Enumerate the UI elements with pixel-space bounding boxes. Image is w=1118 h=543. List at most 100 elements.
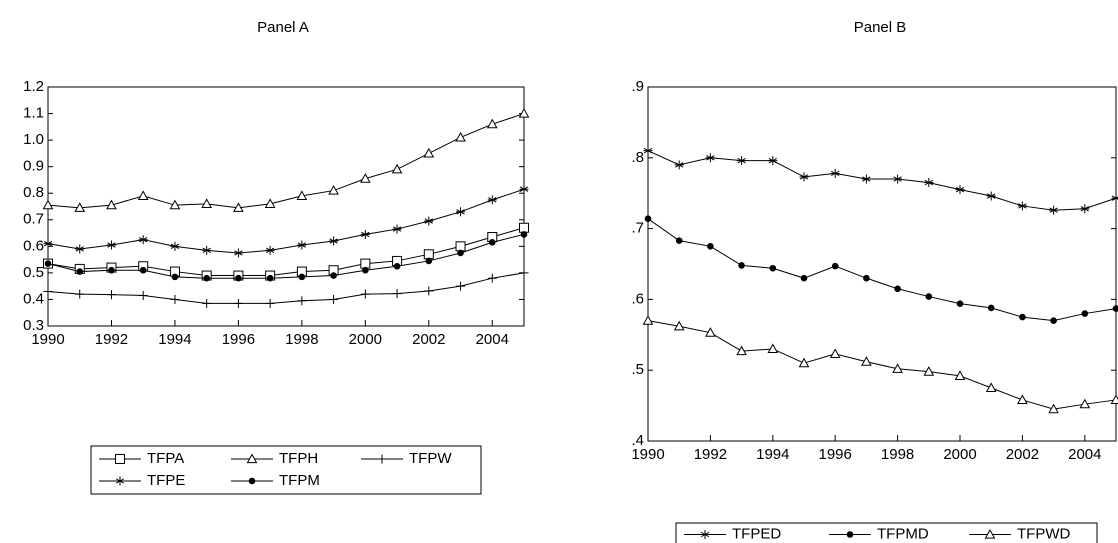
marker-shape (248, 477, 256, 485)
marker-shape (1081, 310, 1089, 317)
x-tick-label: 1992 (694, 446, 727, 463)
data-point (800, 274, 808, 282)
data-point (106, 240, 116, 250)
legend-label: TFPA (147, 450, 184, 467)
legend-marker (115, 476, 125, 486)
data-point (424, 216, 434, 226)
marker-shape (1110, 394, 1118, 405)
marker-shape (519, 222, 529, 233)
legend-marker (984, 528, 996, 539)
y-tick-label: .6 (631, 290, 644, 307)
legend-marker (115, 454, 125, 464)
marker-shape (139, 266, 147, 274)
data-point (767, 343, 779, 354)
marker-shape (246, 453, 258, 464)
marker-shape (894, 285, 901, 293)
marker-shape (1019, 313, 1026, 321)
marker-shape (106, 199, 117, 210)
marker-shape (923, 366, 935, 376)
data-point (106, 290, 116, 300)
data-point (736, 345, 747, 356)
x-tick-label: 2004 (1068, 446, 1101, 463)
data-point (296, 190, 308, 200)
marker-shape (518, 108, 530, 118)
marker-shape (296, 190, 308, 200)
data-point (518, 108, 530, 118)
marker-shape (330, 272, 337, 279)
marker-shape (829, 348, 841, 359)
data-point (830, 168, 840, 178)
marker-shape (956, 300, 964, 307)
marker-shape (393, 262, 401, 270)
marker-shape (1017, 394, 1028, 405)
data-point (75, 244, 85, 254)
data-point (425, 257, 433, 265)
data-point (1080, 204, 1090, 214)
legend-marker (248, 477, 256, 485)
data-point (362, 266, 369, 274)
marker-shape (736, 345, 747, 356)
y-tick-label: 1.1 (23, 105, 44, 122)
marker-shape (987, 304, 995, 312)
data-point (43, 286, 53, 296)
marker-shape (984, 528, 996, 539)
data-point (861, 356, 872, 366)
y-tick-label: 1.2 (23, 78, 44, 95)
marker-shape (798, 357, 810, 368)
legend-label: TFPED (732, 525, 781, 542)
data-point (643, 146, 653, 156)
data-point (488, 239, 496, 246)
data-point (265, 245, 275, 255)
data-point (170, 294, 180, 304)
x-tick-label: 1990 (31, 331, 64, 348)
marker-shape (264, 198, 276, 208)
series-line (47, 233, 525, 279)
data-point (923, 366, 935, 376)
marker-shape (1048, 403, 1059, 414)
data-point (737, 156, 747, 166)
marker-shape (673, 320, 685, 331)
marker-shape (769, 264, 777, 272)
marker-shape (707, 243, 714, 250)
data-point (956, 300, 964, 307)
series-line (47, 272, 525, 304)
data-point (264, 198, 276, 208)
legend-marker (846, 531, 854, 538)
data-point (486, 118, 498, 129)
data-point (392, 289, 402, 299)
data-point (987, 304, 995, 312)
plot-frame (647, 86, 1117, 442)
marker-shape (425, 257, 433, 265)
series-line (647, 320, 1117, 410)
legend-label: TFPE (147, 472, 185, 489)
y-tick-label: 0.4 (23, 290, 44, 307)
marker-shape (391, 163, 403, 174)
series-line (647, 218, 1117, 322)
marker-shape (359, 173, 371, 183)
data-point (139, 266, 147, 274)
x-tick-label: 1996 (819, 446, 852, 463)
marker-shape (169, 199, 181, 210)
marker-shape (108, 266, 115, 274)
data-point (202, 245, 212, 255)
data-point (235, 274, 242, 282)
marker-shape (233, 202, 244, 212)
data-point (519, 268, 529, 278)
data-point (954, 370, 966, 380)
data-point (1081, 310, 1089, 317)
legend-marker (377, 454, 387, 464)
marker-shape (171, 273, 179, 281)
y-tick-label: .5 (631, 361, 644, 378)
data-point (705, 327, 716, 337)
marker-shape (201, 198, 213, 208)
data-point (519, 222, 529, 233)
marker-shape (488, 239, 496, 246)
marker-shape (455, 131, 466, 142)
y-tick-label: 0.8 (23, 184, 44, 201)
legend-label: TFPMD (877, 525, 929, 542)
marker-shape (457, 249, 464, 257)
data-point (863, 274, 870, 282)
data-point (392, 224, 402, 234)
data-point (455, 131, 466, 142)
